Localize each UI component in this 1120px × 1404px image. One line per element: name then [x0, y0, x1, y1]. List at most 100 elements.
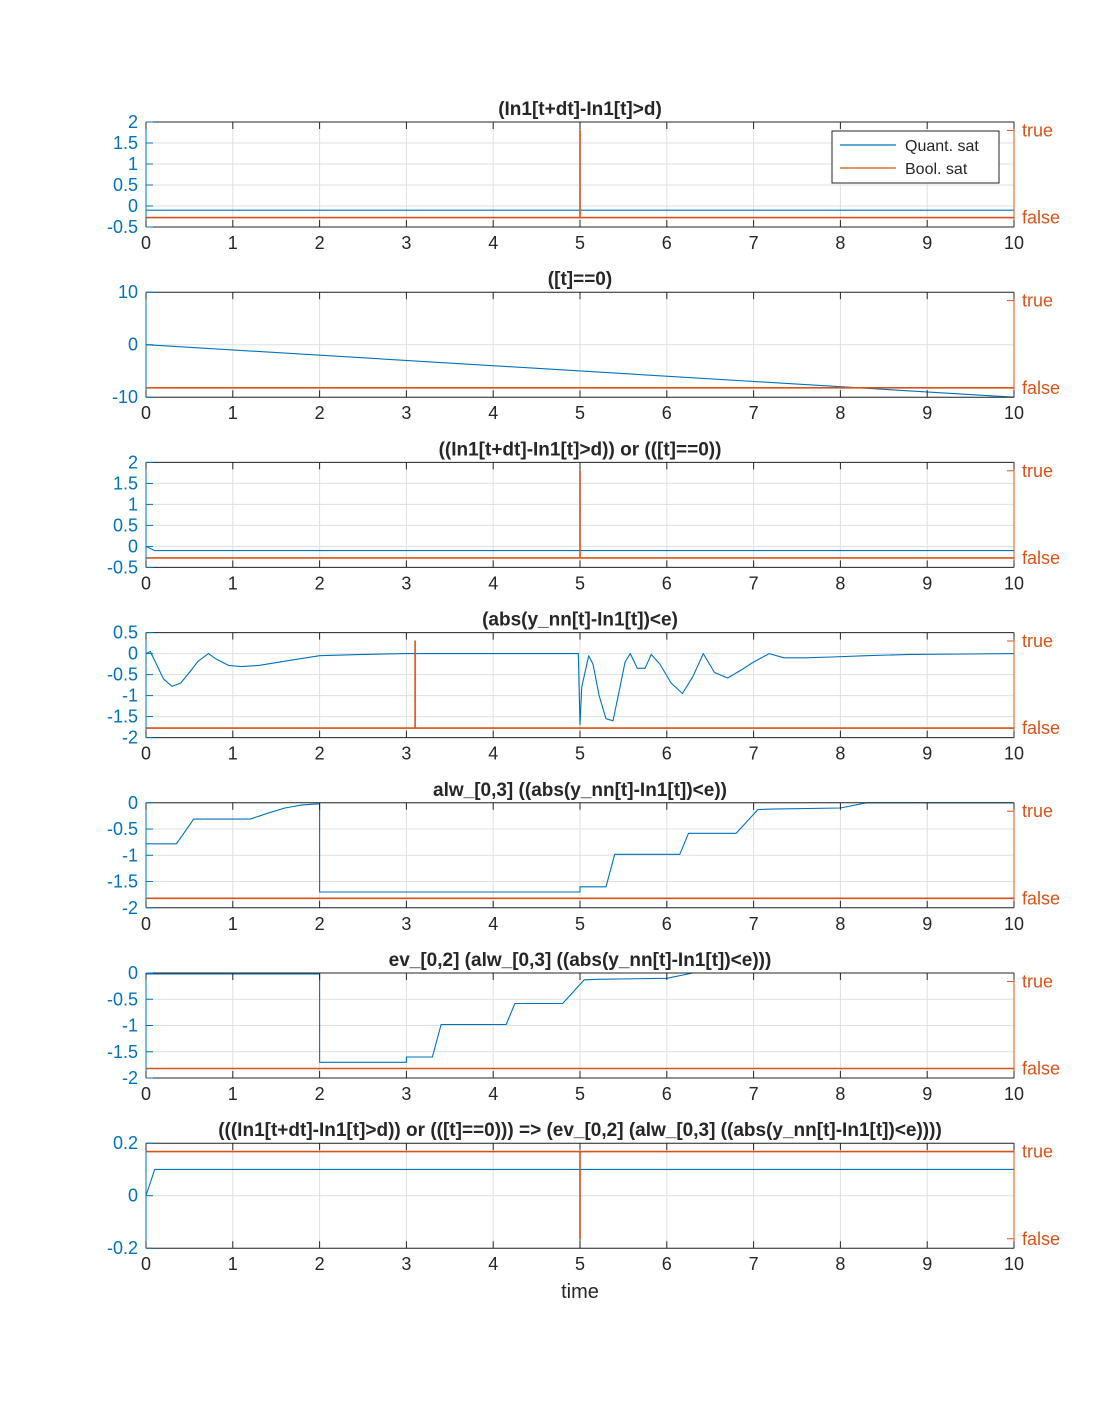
quant-sat-line: [146, 802, 1014, 893]
y-tick-label: 0.2: [113, 1133, 138, 1153]
x-tick-label: 4: [488, 1084, 498, 1104]
x-tick-label: 1: [228, 914, 238, 934]
y-tick-label: -0.2: [107, 1238, 138, 1258]
legend-label-quant: Quant. sat: [905, 138, 979, 155]
bool-sat-line: [146, 640, 1014, 729]
y-tick-label: -10: [112, 387, 138, 407]
x-tick-label: 7: [749, 233, 759, 253]
x-tick-label: 6: [662, 914, 672, 934]
x-axis-label: time: [561, 1281, 599, 1303]
y-tick-label: -2: [122, 898, 138, 918]
x-tick-label: 5: [575, 573, 585, 593]
y-tick-label: -2: [122, 728, 138, 748]
y-tick-label: 0: [128, 793, 138, 813]
x-tick-label: 5: [575, 1084, 585, 1104]
x-tick-label: 8: [835, 403, 845, 423]
x-tick-label: 2: [315, 1084, 325, 1104]
x-tick-label: 5: [575, 1254, 585, 1274]
y-tick-label: 1: [128, 494, 138, 514]
x-tick-label: 7: [749, 1254, 759, 1274]
x-tick-label: 1: [228, 233, 238, 253]
x-tick-label: 7: [749, 403, 759, 423]
x-tick-label: 3: [401, 233, 411, 253]
x-tick-label: 0: [141, 1084, 151, 1104]
x-tick-label: 10: [1004, 914, 1024, 934]
axes-title: ev_[0,2] (alw_[0,3] ((abs(y_nn[t]-In1[t]…: [389, 950, 772, 971]
y-tick-label: 0: [128, 196, 138, 216]
y-right-tick-label: false: [1022, 1059, 1060, 1079]
y-tick-label: -0.5: [107, 557, 138, 577]
y-right-tick-label: true: [1022, 801, 1053, 821]
x-tick-label: 1: [228, 1084, 238, 1104]
x-tick-label: 10: [1004, 403, 1024, 423]
x-tick-label: 9: [922, 744, 932, 764]
y-right-tick-label: true: [1022, 1142, 1053, 1162]
x-tick-label: 4: [488, 233, 498, 253]
y-tick-label: 0: [128, 335, 138, 355]
y-tick-label: -1: [122, 845, 138, 865]
x-tick-label: 3: [401, 1084, 411, 1104]
x-tick-label: 9: [922, 573, 932, 593]
x-tick-label: 5: [575, 744, 585, 764]
x-tick-label: 4: [488, 403, 498, 423]
y-tick-label: 1: [128, 154, 138, 174]
x-tick-label: 9: [922, 233, 932, 253]
bool-sat-line: [146, 129, 1014, 219]
x-tick-label: 8: [835, 573, 845, 593]
y-tick-label: -2: [122, 1068, 138, 1088]
x-tick-label: 0: [141, 233, 151, 253]
y-tick-label: -0.5: [107, 665, 138, 685]
x-tick-label: 2: [315, 914, 325, 934]
x-tick-label: 0: [141, 744, 151, 764]
x-tick-label: 2: [315, 233, 325, 253]
axes-title: (abs(y_nn[t]-In1[t])<e): [482, 610, 678, 631]
x-tick-label: 7: [749, 914, 759, 934]
x-tick-label: 6: [662, 1084, 672, 1104]
legend-box: [831, 130, 1000, 184]
x-tick-label: 4: [488, 1254, 498, 1274]
axes-title: (((In1[t+dt]-In1[t]>d)) or (([t]==0))) =…: [218, 1120, 942, 1141]
y-tick-label: -1: [122, 686, 138, 706]
axes-title: (In1[t+dt]-In1[t]>d): [498, 99, 662, 120]
y-tick-label: -1.5: [107, 1042, 138, 1062]
x-tick-label: 2: [315, 744, 325, 764]
x-tick-label: 9: [922, 914, 932, 934]
y-right-tick-label: true: [1022, 120, 1053, 140]
x-tick-label: 1: [228, 403, 238, 423]
y-tick-label: 0: [128, 644, 138, 664]
axes-title: ([t]==0): [548, 269, 612, 290]
x-tick-label: 0: [141, 914, 151, 934]
x-tick-label: 4: [488, 573, 498, 593]
x-tick-label: 7: [749, 573, 759, 593]
quant-sat-line: [145, 650, 1015, 726]
y-tick-label: 10: [118, 282, 138, 302]
x-tick-label: 6: [662, 744, 672, 764]
x-tick-label: 8: [835, 744, 845, 764]
y-right-tick-label: false: [1022, 1229, 1060, 1249]
y-tick-label: 1.5: [113, 133, 138, 153]
y-right-tick-label: true: [1022, 461, 1053, 481]
quant-sat-line: [146, 972, 1014, 1063]
x-tick-label: 10: [1004, 1084, 1024, 1104]
y-tick-label: 0.5: [113, 175, 138, 195]
y-right-tick-label: false: [1022, 208, 1060, 228]
x-tick-label: 7: [749, 1084, 759, 1104]
y-tick-label: -0.5: [107, 819, 138, 839]
x-tick-label: 6: [662, 1254, 672, 1274]
x-tick-label: 1: [228, 1254, 238, 1274]
y-right-tick-label: false: [1022, 718, 1060, 738]
x-tick-label: 1: [228, 573, 238, 593]
x-tick-label: 9: [922, 403, 932, 423]
y-right-tick-label: false: [1022, 378, 1060, 398]
y-right-tick-label: true: [1022, 291, 1053, 311]
y-right-tick-label: false: [1022, 548, 1060, 568]
x-tick-label: 7: [749, 744, 759, 764]
y-tick-label: -0.5: [107, 217, 138, 237]
axes-title: ((In1[t+dt]-In1[t]>d)) or (([t]==0)): [439, 439, 722, 460]
x-tick-label: 4: [488, 914, 498, 934]
x-tick-label: 3: [401, 914, 411, 934]
x-tick-label: 2: [315, 1254, 325, 1274]
x-tick-label: 10: [1004, 573, 1024, 593]
x-tick-label: 6: [662, 573, 672, 593]
y-tick-label: 2: [128, 452, 138, 472]
